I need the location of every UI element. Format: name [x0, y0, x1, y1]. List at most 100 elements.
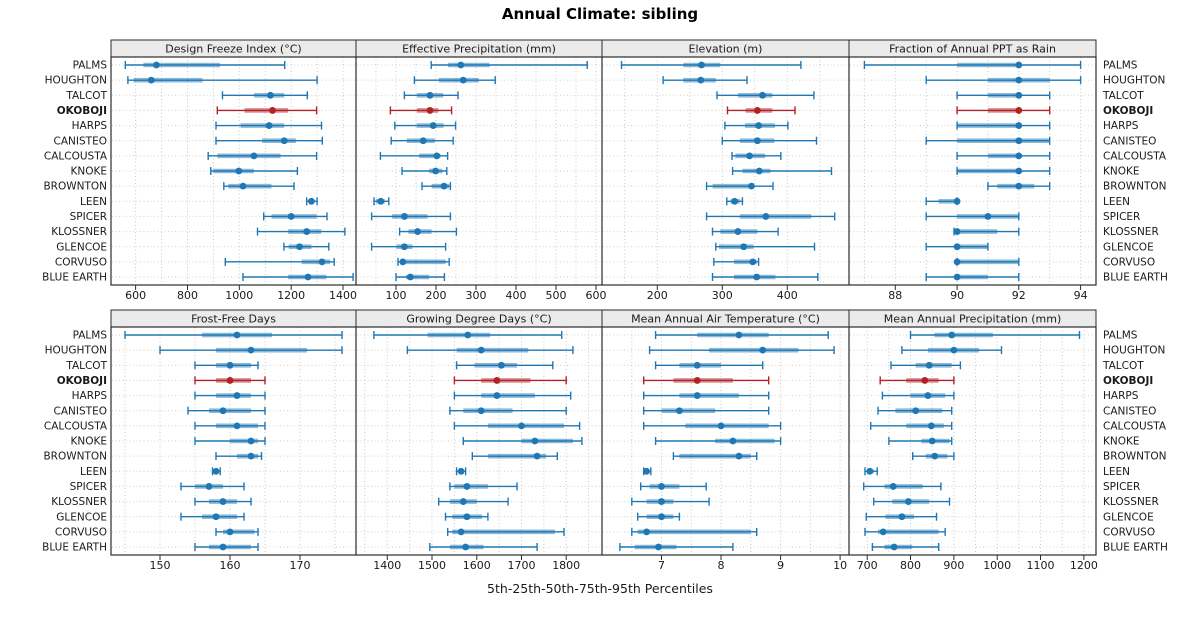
- station-label-right: KNOKE: [1103, 436, 1140, 448]
- interval-talcot: [956, 91, 1051, 100]
- interval-talcot: [403, 91, 459, 100]
- station-label-left: OKOBOJI: [57, 105, 107, 117]
- axis-tick-label: 400: [777, 289, 798, 302]
- interval-okoboji: [453, 376, 567, 385]
- interval-glencoe: [865, 512, 938, 521]
- axis-tick-label: 160: [220, 559, 241, 572]
- median-dot: [1015, 107, 1023, 114]
- station-label-right: CORVUSO: [1103, 257, 1155, 269]
- station-label-left: CORVUSO: [55, 257, 107, 269]
- station-label-left: OKOBOJI: [57, 375, 107, 387]
- interval-corvuso: [447, 527, 565, 536]
- station-label-left: HARPS: [72, 390, 108, 402]
- station-label-left: HOUGHTON: [45, 75, 107, 87]
- median-dot: [269, 107, 276, 114]
- station-label-left: BLUE EARTH: [42, 542, 107, 554]
- median-dot: [426, 91, 434, 99]
- interval-corvuso: [215, 527, 259, 536]
- interval-leen: [864, 467, 878, 476]
- median-dot: [762, 213, 770, 220]
- median-dot: [928, 437, 936, 445]
- median-dot: [247, 346, 255, 354]
- interval-blue-earth: [711, 273, 819, 281]
- interval-glencoe: [180, 512, 245, 521]
- axis-tick-label: 8: [718, 559, 725, 572]
- interval-houghton: [127, 76, 318, 85]
- interval-knoke: [194, 437, 266, 445]
- interval-corvuso: [864, 527, 946, 536]
- median-dot: [698, 61, 705, 69]
- station-label-right: BLUE EARTH: [1103, 272, 1168, 284]
- median-dot: [247, 452, 255, 460]
- axis-tick-label: 7: [658, 559, 665, 572]
- axis-tick-label: 700: [857, 559, 878, 572]
- median-dot: [426, 107, 434, 114]
- interval-brownton: [672, 452, 758, 461]
- median-dot: [984, 213, 992, 220]
- median-dot: [748, 182, 755, 190]
- median-dot: [731, 197, 738, 205]
- interval-calcousta: [207, 151, 318, 160]
- interval-klossner: [953, 227, 1020, 236]
- median-dot: [746, 152, 753, 160]
- panel-group-border: [110, 56, 1097, 286]
- median-dot: [226, 377, 234, 384]
- interval-canisteo: [877, 406, 953, 415]
- interval-palms: [654, 331, 829, 339]
- median-dot: [457, 61, 465, 69]
- median-dot: [493, 377, 501, 384]
- axis-tick-label: 1700: [508, 559, 536, 572]
- median-dot: [693, 392, 701, 399]
- interval-calcousta: [379, 151, 449, 160]
- median-dot: [1015, 76, 1023, 84]
- interval-brownton: [705, 182, 774, 191]
- median-dot: [153, 61, 160, 69]
- panel-growing-degree-days-(°c): 1400 1500 1600 1700 1800 Growing Degree Days …: [355, 309, 603, 572]
- station-label-right: CANISTEO: [1103, 405, 1156, 417]
- station-label-right: HARPS: [1103, 390, 1139, 402]
- median-dot: [905, 498, 912, 505]
- station-label-left: PALMS: [73, 330, 108, 342]
- axis-tick-label: 1200: [1070, 559, 1098, 572]
- axis-tick-label: 200: [647, 289, 668, 302]
- median-dot: [233, 392, 241, 399]
- interval-leen: [925, 197, 961, 206]
- interval-blue-earth: [925, 273, 1020, 281]
- interval-brownton: [912, 452, 955, 461]
- median-dot: [518, 422, 525, 430]
- median-dot: [219, 498, 227, 505]
- median-dot: [693, 361, 701, 369]
- median-dot: [1015, 182, 1023, 190]
- interval-houghton: [648, 346, 835, 355]
- median-dot: [401, 213, 408, 220]
- median-dot: [953, 243, 961, 251]
- median-dot: [267, 91, 274, 99]
- interval-spicer: [925, 212, 1020, 221]
- median-dot: [147, 76, 155, 84]
- interval-harps: [956, 121, 1051, 130]
- median-dot: [676, 407, 683, 415]
- interval-corvuso: [631, 527, 758, 536]
- median-dot: [280, 137, 288, 145]
- axis-tick-label: 800: [900, 559, 921, 572]
- station-label-right: CANISTEO: [1103, 135, 1156, 147]
- axis-tick-label: 1000: [983, 559, 1011, 572]
- interval-klossner: [194, 497, 252, 506]
- median-dot: [921, 377, 929, 384]
- median-dot: [477, 407, 485, 415]
- interval-brownton: [421, 182, 452, 191]
- interval-corvuso: [713, 257, 760, 266]
- axis-tick-label: 90: [950, 289, 964, 302]
- station-label-left: TALCOT: [65, 360, 107, 372]
- median-dot: [643, 467, 650, 475]
- median-dot: [303, 228, 311, 235]
- median-dot: [219, 543, 227, 551]
- interval-glencoe: [370, 242, 447, 251]
- median-dot: [226, 528, 234, 536]
- interval-palms: [124, 61, 286, 69]
- interval-spicer: [263, 212, 328, 221]
- interval-talcot: [455, 361, 554, 370]
- interval-knoke: [888, 437, 953, 445]
- interval-canisteo: [643, 406, 770, 415]
- median-dot: [463, 513, 471, 521]
